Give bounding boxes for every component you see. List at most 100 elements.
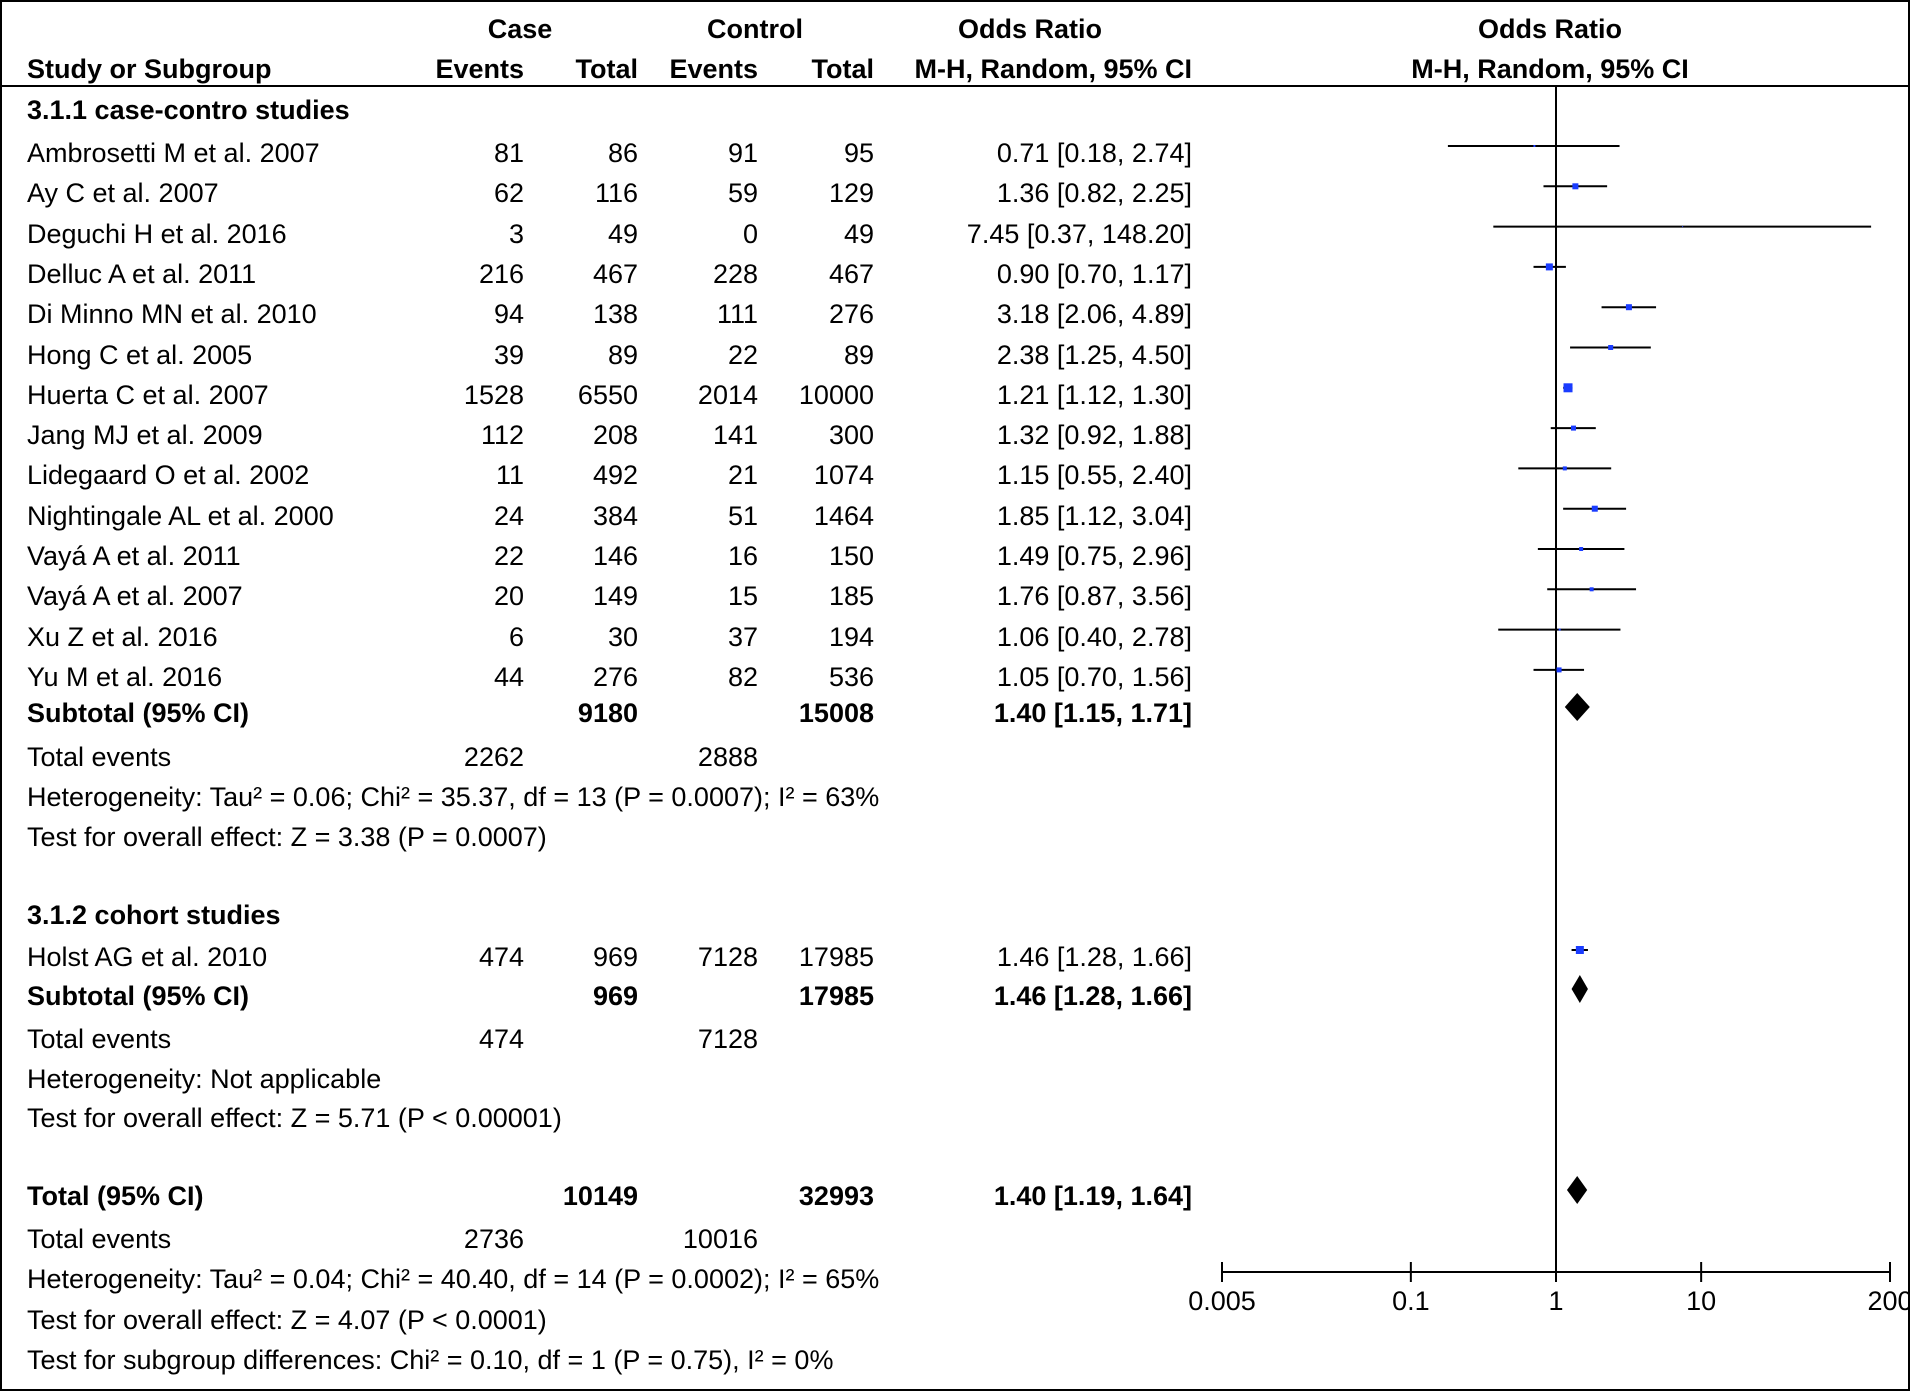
study-name: Delluc A et al. 2011 [27,258,257,289]
total-events-label: Total events [27,1024,172,1054]
control-group-header: Control [707,14,803,44]
study-marker [1558,628,1561,631]
case-events: 62 [493,178,524,209]
control-total: 185 [828,581,874,612]
control-total: 95 [843,138,874,168]
study-effect: 1.06 [0.40, 2.78] [996,621,1192,652]
case-events: 39 [493,339,524,370]
case-total: 384 [592,500,638,531]
total-events-case: 2736 [463,1224,524,1254]
case-events: 81 [493,138,524,168]
control-events: 51 [727,500,758,531]
subtotal-effect: 1.40 [1.15, 1.71] [993,698,1192,728]
subtotal-label: Subtotal (95% CI) [27,981,250,1011]
study-effect: 1.49 [0.75, 2.96] [996,541,1192,571]
study-name: Vayá A et al. 2011 [27,541,241,571]
overall-effect-text: Test for overall effect: Z = 3.38 (P = 0… [27,822,547,852]
summary-diamond [1564,693,1590,721]
case-events: 6 [508,621,524,652]
case-total: 149 [592,581,638,612]
plot-title: Odds Ratio [1477,14,1622,44]
control-events: 2014 [697,379,758,410]
study-marker [1545,263,1553,271]
study-effect: 0.71 [0.18, 2.74] [996,138,1192,168]
total-effect: 1.40 [1.19, 1.64] [993,1181,1192,1211]
case-total: 116 [594,178,638,209]
study-effect: 1.32 [0.92, 1.88] [996,420,1192,451]
study-marker [1556,667,1562,673]
total-events-control: 2888 [697,742,758,772]
x-tick-label: 10 [1686,1286,1716,1316]
subtotal-case-total: 9180 [577,698,638,728]
total-control-total: 32993 [798,1181,874,1211]
study-name: Jang MJ et al. 2009 [27,420,263,451]
study-name: Lidegaard O et al. 2002 [27,460,310,491]
overall-effect-text: Test for overall effect: Z = 4.07 (P < 0… [27,1305,547,1335]
control-total: 10000 [798,379,874,410]
study-name: Vayá A et al. 2007 [27,581,243,612]
subgroup-differences-text: Test for subgroup differences: Chi² = 0.… [27,1345,834,1375]
control-total: 194 [828,621,874,652]
case-total: 49 [607,218,638,249]
summary-diamond [1566,1176,1588,1204]
study-name: Di Minno MN et al. 2010 [27,299,317,330]
subgroup-title: 3.1.2 cohort studies [27,900,281,930]
study-effect: 1.76 [0.87, 3.56] [996,581,1192,612]
total-events-control: 10016 [682,1224,758,1254]
study-marker [1579,547,1584,551]
subgroup-title: 3.1.1 case-contro studies [27,95,350,125]
case-events: 24 [493,500,524,531]
case-events: 3 [508,218,524,249]
subtotal-control-total: 15008 [798,698,874,728]
study-effect: 1.15 [0.55, 2.40] [996,460,1192,491]
case-group-header: Case [487,14,553,44]
study-effect: 3.18 [2.06, 4.89] [996,299,1192,330]
control-events: 141 [712,420,758,451]
study-name: Holst AG et al. 2010 [27,942,268,972]
control-total: 49 [843,218,874,249]
study-marker [1563,383,1573,393]
study-name: Ay C et al. 2007 [27,178,219,209]
control-total-header: Total [811,54,875,84]
heterogeneity-text: Heterogeneity: Tau² = 0.04; Chi² = 40.40… [27,1264,880,1294]
x-tick-label: 200 [1867,1286,1910,1316]
case-total: 146 [592,541,638,571]
total-case-total: 10149 [562,1181,638,1211]
case-events: 20 [493,581,524,612]
total-events-label: Total events [27,1224,172,1254]
case-events: 44 [493,661,524,692]
overall-effect-text: Test for overall effect: Z = 5.71 (P < 0… [27,1103,562,1133]
case-events: 1528 [463,379,524,410]
effect-method-header: M-H, Random, 95% CI [914,54,1192,84]
study-marker [1562,466,1567,471]
total-label: Total (95% CI) [27,1181,204,1211]
effect-column-header: Odds Ratio [957,14,1102,44]
study-effect: 1.85 [1.12, 3.04] [996,500,1192,531]
total-events-control: 7128 [697,1024,758,1054]
study-effect: 7.45 [0.37, 148.20] [966,218,1192,249]
case-total: 276 [592,661,638,692]
study-effect: 1.36 [0.82, 2.25] [996,178,1192,209]
study-name: Hong C et al. 2005 [27,339,253,370]
study-name: Yu M et al. 2016 [27,661,223,692]
case-total: 208 [592,420,638,451]
study-effect: 0.90 [0.70, 1.17] [996,258,1192,289]
control-events: 59 [727,178,758,209]
control-total: 129 [828,178,874,209]
control-total: 276 [828,299,874,330]
study-name: Nightingale AL et al. 2000 [27,500,334,531]
control-total: 17985 [798,942,874,972]
study-marker [1572,183,1579,190]
total-events-label: Total events [27,742,172,772]
study-marker [1608,345,1614,350]
control-events-header: Events [669,54,758,84]
subtotal-control-total: 17985 [798,981,874,1011]
study-marker [1625,304,1632,311]
subtotal-case-total: 969 [592,981,638,1011]
control-total: 300 [828,420,874,451]
case-events: 11 [495,460,524,491]
study-effect: 2.38 [1.25, 4.50] [996,339,1192,370]
study-marker [1575,946,1584,954]
